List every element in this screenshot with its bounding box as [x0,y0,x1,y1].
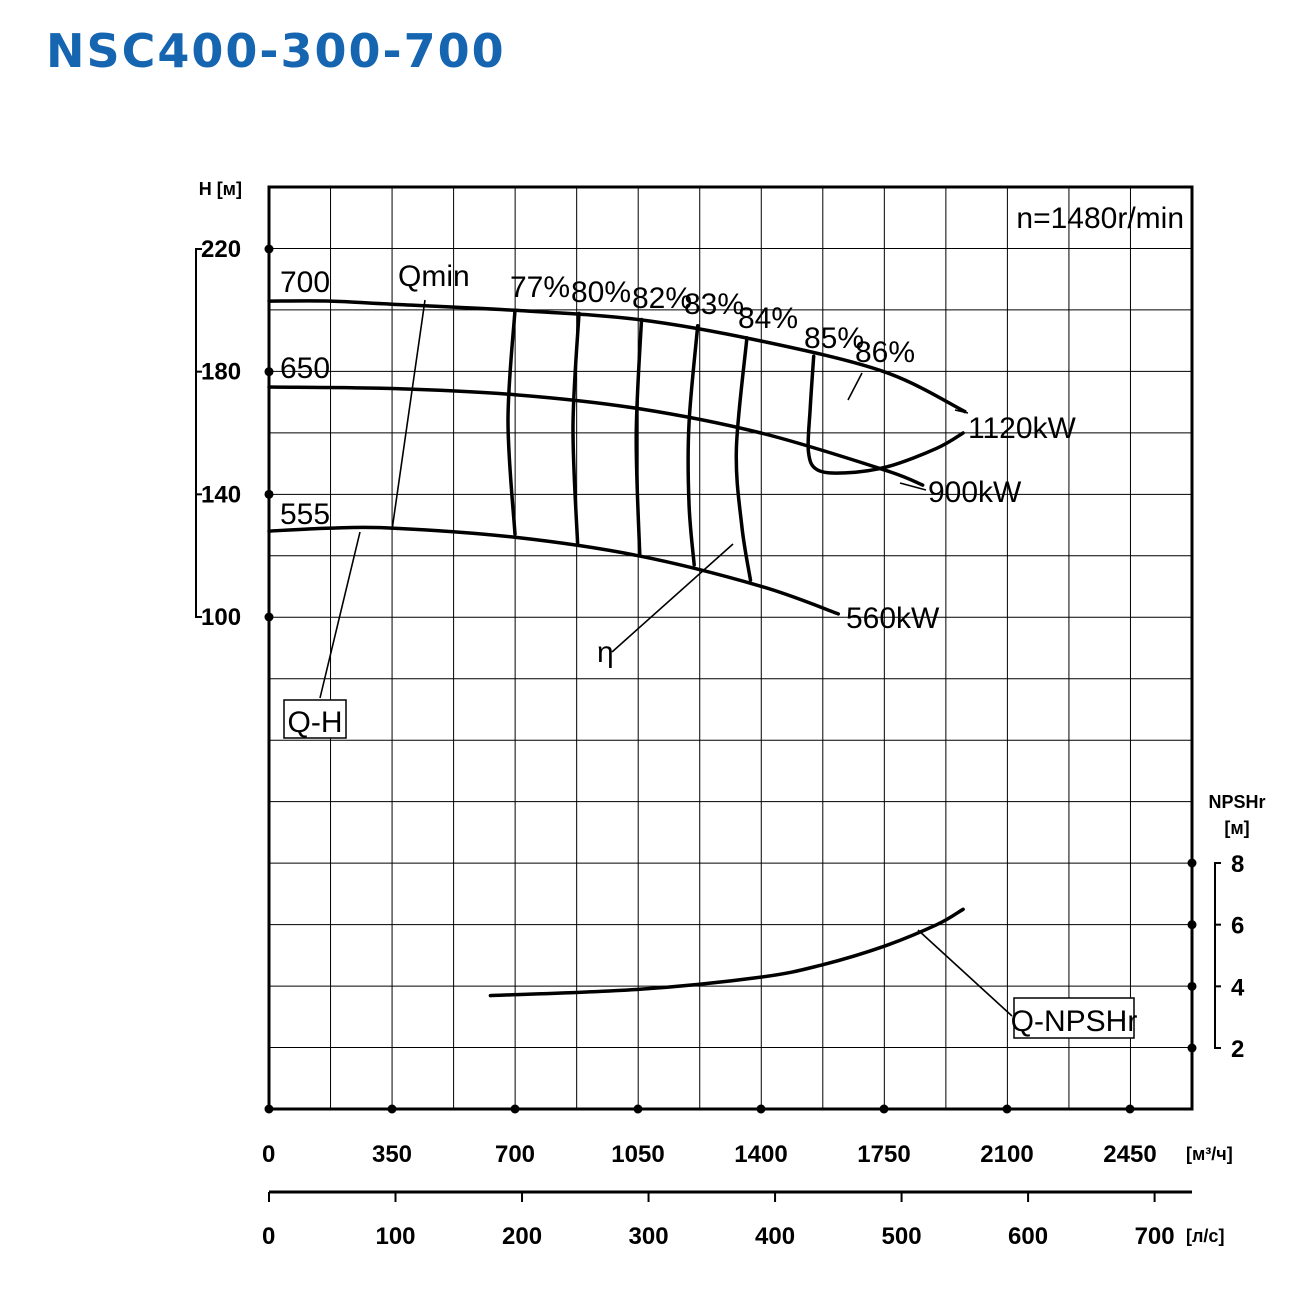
x-secondary-tick-label: 300 [629,1223,669,1250]
efficiency-label-86: 86% [855,336,915,369]
y-left-tick-label: 220 [201,236,241,263]
page-title: NSC400-300-700 [46,24,506,78]
x-secondary-tick-label: 400 [755,1223,795,1250]
x-secondary-tick-label: 100 [375,1223,415,1250]
qmin-label: Qmin [398,260,470,293]
efficiency-label-84: 84% [738,302,798,335]
x-main-tick-label: 2100 [980,1141,1033,1168]
efficiency-line-84 [734,336,753,582]
x-secondary-tick-label: 200 [502,1223,542,1250]
head-curve-555 [267,525,841,616]
x-main-tick-label: 2450 [1103,1141,1156,1168]
y-right-tick-dot [1187,858,1197,868]
x-main-tick-dot [879,1104,889,1114]
power-label-900: 900kW [928,476,1022,509]
y-left-tick-dot [264,244,274,254]
power-label-1120: 1120kW [968,412,1077,445]
y-left-bracket [195,248,202,618]
qnpshr-label-box [1013,997,1135,1039]
efficiency-line-77 [506,308,517,536]
x-secondary-tick-label: 500 [882,1223,922,1250]
y-left-tick-label: 100 [201,604,241,631]
y-right-tick-dot [1187,981,1197,991]
y-right-tick-label: 6 [1231,913,1244,940]
y-right-tick-dot [1187,920,1197,930]
x-main-tick-dot [756,1104,766,1114]
x-main-tick-label: 1400 [734,1141,787,1168]
head-curve-700 [267,299,967,414]
x-main-tick-dot [387,1104,397,1114]
x-main-tick-dot [1125,1104,1135,1114]
curve-label-650: 650 [280,352,330,385]
x-secondary-tick-label: 600 [1008,1223,1048,1250]
npshr-curve [488,907,965,998]
plot-frame [267,185,1194,1111]
y-right-tick-label: 8 [1231,851,1244,878]
curve-label-700: 700 [280,266,330,299]
qnpshr-label: Q-NPSHr [1011,1005,1138,1038]
x-main-tick-label: 1750 [857,1141,910,1168]
efficiency-line-80 [571,311,581,546]
x-main-tick-dot [633,1104,643,1114]
x-main-tick-dot [1002,1104,1012,1114]
x-main-tick-label: 1050 [611,1141,664,1168]
head-curve-650 [267,385,925,487]
x-main-tick-label: 700 [495,1141,535,1168]
y-left-tick-dot [264,367,274,377]
power-leader-900 [899,482,927,491]
y-right-bracket [1214,862,1221,1049]
x-main-tick-label: 350 [372,1141,412,1168]
curve-label-555: 555 [280,498,330,531]
eta-leader-line [611,543,734,653]
efficiency-label-83: 83% [684,288,744,321]
efficiency-label-85: 85% [804,322,864,355]
x-secondary-unit-label: [л/с] [1186,1226,1224,1246]
speed-label: n=1480r/min [1016,202,1184,235]
eta-86-leader-line [847,372,863,401]
y-right-axis-label-2: [м] [1224,818,1249,838]
y-left-tick-label: 140 [201,481,241,508]
qh-label: Q-H [288,706,343,739]
qh-label-box [283,699,347,739]
efficiency-line-83 [686,323,700,567]
x-secondary-tick-label: 700 [1135,1223,1175,1250]
y-left-tick-dot [264,489,274,499]
efficiency-label-77: 77% [510,271,570,304]
x-secondary-tick-label: 0 [262,1223,275,1250]
y-right-tick-dot [1187,1043,1197,1053]
power-label-560: 560kW [846,602,940,635]
y-left-axis-label: H [м] [199,179,242,199]
npshr-leader-line [917,929,1013,1017]
efficiency-line-82 [634,317,644,558]
efficiency-loop-85 [806,354,965,475]
y-left-tick-label: 180 [201,359,241,386]
x-main-unit-label: [м³/ч] [1186,1144,1233,1164]
y-left-tick-dot [264,612,274,622]
y-right-tick-label: 2 [1231,1036,1244,1063]
efficiency-label-80: 80% [571,276,631,309]
x-main-tick-dot [264,1104,274,1114]
y-right-tick-label: 4 [1231,974,1245,1001]
qmin-leader-line [391,299,426,531]
x-main-tick-label: 0 [262,1141,275,1168]
x-main-tick-dot [510,1104,520,1114]
chart-grid [269,187,1192,1109]
eta-label: η [597,636,614,669]
qh-leader-line [319,531,361,699]
efficiency-label-82: 82% [632,282,692,315]
y-right-axis-label-1: NPSHr [1208,792,1265,812]
power-leader-1120 [954,409,969,414]
